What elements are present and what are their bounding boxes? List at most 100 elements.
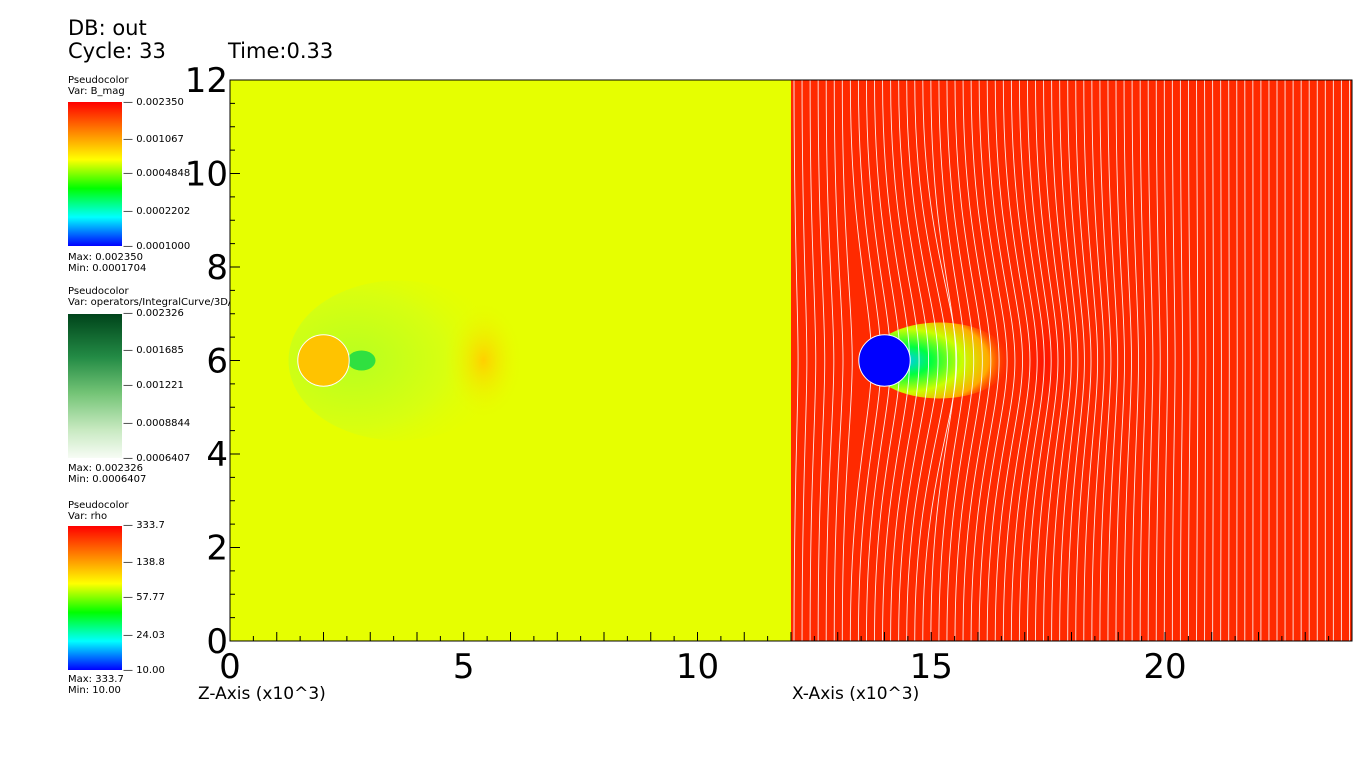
panel-rho-wake-core — [347, 350, 376, 371]
panel-rho-wake — [288, 280, 509, 441]
field-line — [1035, 80, 1059, 641]
obstacle-rho — [297, 334, 350, 387]
field-line — [1171, 80, 1176, 641]
field-line — [978, 80, 1008, 641]
y-tick-label: 8 — [206, 248, 228, 288]
legend-rho-tick: — 24.03 — [123, 630, 165, 641]
legend-bmag-var: Var: B_mag — [68, 86, 125, 97]
legend-rho-tick: — 138.8 — [123, 557, 165, 568]
field-line — [1075, 80, 1092, 641]
field-line — [1204, 80, 1207, 641]
field-line — [1220, 80, 1222, 641]
legend-ic-tick: — 0.001685 — [123, 345, 184, 356]
legend-bmag-min: Min: 0.0001704 — [68, 263, 147, 274]
legend-rho-tick: — 333.7 — [123, 520, 165, 531]
legend-bmag-max: Max: 0.002350 — [68, 252, 143, 263]
field-line — [938, 80, 966, 641]
field-line — [809, 80, 817, 641]
legend-bmag-type: Pseudocolor — [68, 75, 129, 86]
legend-rho-colorbar — [68, 526, 122, 670]
cycle-label: Cycle: 33 — [68, 39, 166, 63]
legend-bmag-tick: — 0.001067 — [123, 134, 184, 145]
legend-rho-min: Min: 10.00 — [68, 685, 121, 696]
x-tick-label: 0 — [219, 647, 241, 687]
legend-rho-tick: — 57.77 — [123, 592, 165, 603]
field-line — [914, 80, 948, 641]
obstacle-B_mag — [858, 334, 911, 387]
x-axis-label-right: X-Axis (x10^3) — [792, 684, 920, 704]
field-line — [1059, 80, 1079, 641]
field-line — [825, 80, 835, 641]
field-line — [1123, 80, 1132, 641]
field-line — [1091, 80, 1105, 641]
legend-ic-tick: — 0.001221 — [123, 380, 184, 391]
field-line — [1196, 80, 1199, 641]
legend-rho-var: Var: rho — [68, 511, 108, 522]
field-line — [1018, 80, 1045, 641]
field-line — [1051, 80, 1072, 641]
field-line — [1002, 80, 1031, 641]
legend-bmag-tick: — 0.002350 — [123, 97, 184, 108]
y-tick-label: 10 — [185, 155, 228, 195]
field-line — [1010, 80, 1038, 641]
legend-bmag-colorbar — [68, 102, 122, 246]
legend-ic-tick: — 0.002326 — [123, 308, 184, 319]
x-tick-label: 20 — [1143, 647, 1186, 687]
field-line — [1131, 80, 1139, 641]
field-line — [817, 80, 826, 641]
x-tick-label: 5 — [453, 647, 475, 687]
field-line — [801, 80, 808, 641]
legend-ic-max: Max: 0.002326 — [68, 463, 143, 474]
field-line — [1179, 80, 1184, 641]
field-line — [793, 80, 799, 641]
field-line — [841, 80, 853, 641]
legend-rho-type: Pseudocolor — [68, 500, 129, 511]
y-tick-label: 2 — [206, 529, 228, 569]
field-line — [1163, 80, 1169, 641]
legend-rho-tick: — 10.00 — [123, 665, 165, 676]
y-tick-label: 6 — [206, 342, 228, 382]
field-line — [1099, 80, 1112, 641]
field-line — [986, 80, 1016, 641]
field-line — [1228, 80, 1230, 641]
legend-ic-var: Var: operators/IntegralCurve/3D/B — [68, 297, 239, 308]
y-tick-label: 12 — [185, 61, 228, 101]
field-line — [833, 80, 844, 641]
y-tick-label: 0 — [206, 622, 228, 662]
legend-bmag-tick: — 0.0002202 — [123, 206, 191, 217]
y-tick-label: 4 — [206, 435, 228, 475]
legend-rho-max: Max: 333.7 — [68, 674, 124, 685]
field-line — [898, 80, 930, 641]
field-line — [970, 80, 1000, 641]
field-line — [930, 80, 957, 641]
legend-ic-min: Min: 0.0006407 — [68, 474, 147, 485]
field-line — [994, 80, 1024, 641]
field-line — [1067, 80, 1085, 641]
x-tick-label: 15 — [910, 647, 953, 687]
legend-bmag-tick: — 0.0004848 — [123, 168, 191, 179]
time-label: Time:0.33 — [228, 39, 334, 63]
field-line — [922, 80, 958, 641]
field-line — [890, 80, 920, 641]
x-axis-label-left: Z-Axis (x10^3) — [198, 684, 326, 704]
legend-ic-colorbar — [68, 314, 122, 458]
field-line — [1027, 80, 1052, 641]
field-line — [1043, 80, 1066, 641]
legend-bmag-tick: — 0.0001000 — [123, 241, 191, 252]
field-line — [946, 80, 975, 641]
legend-ic-tick: — 0.0006407 — [123, 453, 191, 464]
field-line — [906, 80, 939, 641]
field-line — [954, 80, 983, 641]
field-line — [1115, 80, 1126, 641]
panel-bmag-wake — [869, 322, 1010, 399]
field-line — [1083, 80, 1099, 641]
field-line — [1139, 80, 1147, 641]
panel-rho-bow-region — [443, 300, 524, 421]
field-line — [1147, 80, 1154, 641]
legend-ic-tick: — 0.0008844 — [123, 418, 191, 429]
db-label: DB: out — [68, 16, 147, 40]
field-line — [1212, 80, 1215, 641]
legend-ic-type: Pseudocolor — [68, 286, 129, 297]
field-line — [962, 80, 992, 641]
